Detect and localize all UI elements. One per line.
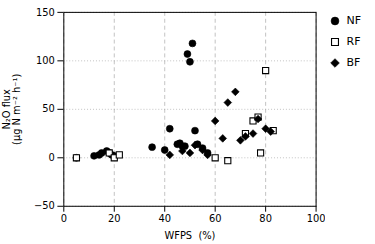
svg-text:80: 80 [259,213,272,224]
svg-text:N₂O flux(μg N m⁻² h⁻¹): N₂O flux(μg N m⁻² h⁻¹) [1,74,22,145]
html-text:RF: RF [346,35,361,48]
svg-text:60: 60 [209,213,222,224]
svg-text:100: 100 [36,55,55,66]
svg-text:20: 20 [108,213,121,224]
svg-text:−50: −50 [34,200,55,211]
svg-text:0: 0 [49,152,55,163]
svg-text:WFPS (%): WFPS (%) [164,230,215,241]
html-text:BF: BF [346,56,361,69]
svg-text:0: 0 [61,213,67,224]
svg-text:40: 40 [158,213,171,224]
html-text:NF: NF [346,14,361,27]
svg-text:50: 50 [42,103,55,114]
svg-text:150: 150 [36,7,55,18]
svg-text:100: 100 [307,213,326,224]
